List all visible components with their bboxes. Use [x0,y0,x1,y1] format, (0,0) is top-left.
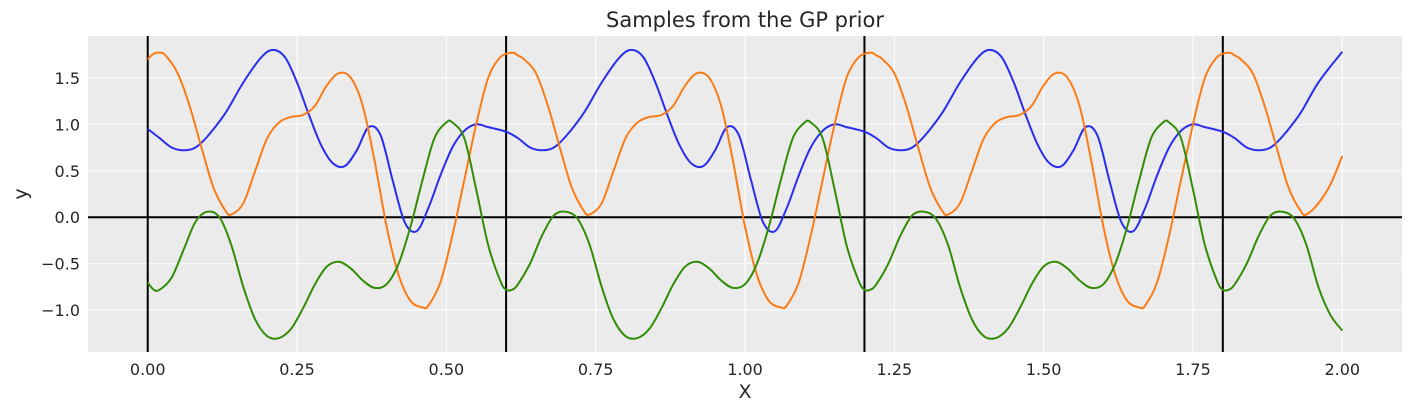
x-tick-label: 1.75 [1175,360,1211,379]
y-tick-label: −0.5 [41,255,80,274]
x-tick-label: 0.00 [130,360,166,379]
x-tick-label: 0.50 [429,360,465,379]
y-tick-labels: −1.0 −0.5 0.0 0.5 1.0 1.5 [41,69,80,320]
x-tick-label: 1.50 [1026,360,1062,379]
y-tick-label: 0.0 [55,208,80,227]
x-tick-label: 1.25 [877,360,913,379]
x-axis-label: X [738,381,751,403]
x-tick-label: 1.00 [727,360,763,379]
series-line-1 [147,48,1344,233]
y-tick-label: 0.5 [55,162,80,181]
x-tick-label: 2.00 [1324,360,1360,379]
chart-title: Samples from the GP prior [606,8,884,32]
series-lines [146,48,1344,340]
y-tick-label: −1.0 [41,301,80,320]
reference-lines [88,36,1402,352]
x-tick-labels: 0.00 0.25 0.50 0.75 1.00 1.25 1.50 1.75 2.00 [130,360,1360,379]
x-tick-label: 0.75 [578,360,614,379]
y-axis-label: y [10,188,32,199]
series-line-2 [147,51,1344,310]
grid-lines [88,36,1402,352]
series-line-3 [146,119,1344,340]
y-tick-label: 1.5 [55,69,80,88]
x-tick-label: 0.25 [279,360,315,379]
y-tick-label: 1.0 [55,115,80,134]
